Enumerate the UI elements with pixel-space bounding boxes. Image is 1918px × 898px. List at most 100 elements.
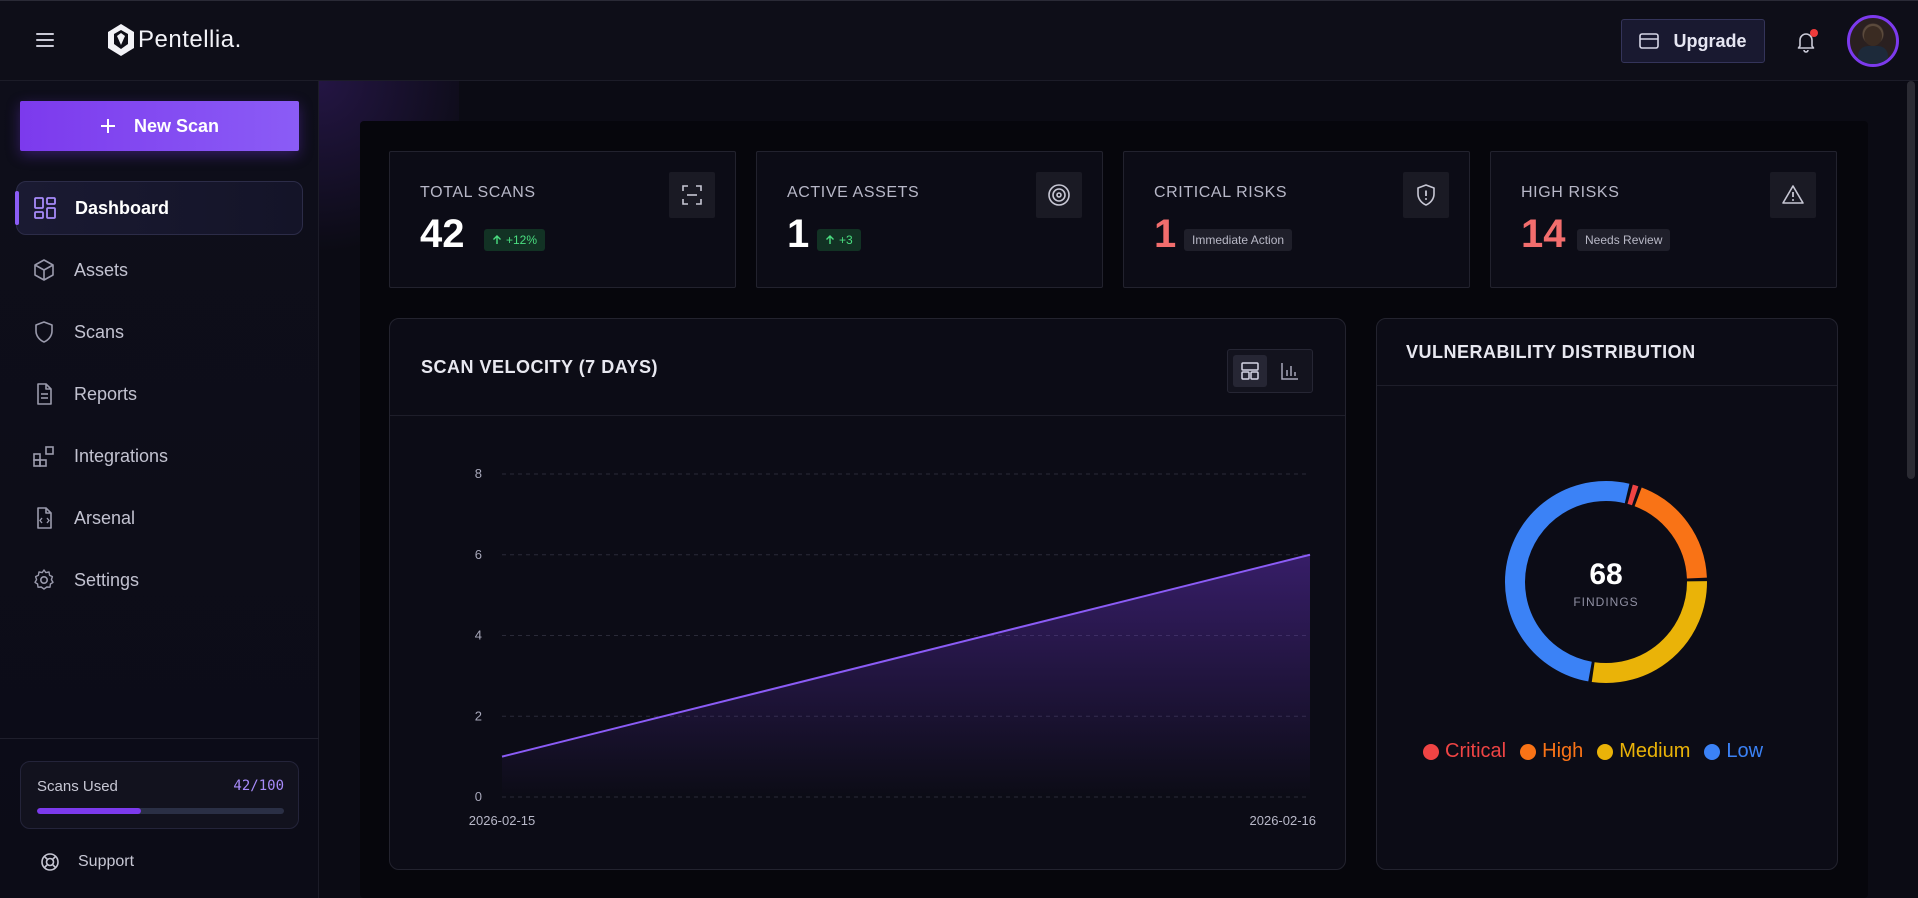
panel-divider xyxy=(390,415,1345,416)
stat-card-total-scans: TOTAL SCANS 42 +12% xyxy=(389,151,736,288)
stat-badge-text: +12% xyxy=(506,233,538,247)
sidebar-item-label: Integrations xyxy=(74,445,169,466)
menu-icon[interactable] xyxy=(36,33,54,47)
vulnerability-distribution-panel xyxy=(1376,318,1838,870)
stat-card-high-risks: HIGH RISKS 14 Needs Review xyxy=(1490,151,1837,288)
y-tick-label: 6 xyxy=(475,547,482,562)
notification-dot xyxy=(1810,29,1818,37)
y-tick-label: 4 xyxy=(475,628,482,643)
arrow-up-icon xyxy=(826,235,834,244)
stat-badge: Immediate Action xyxy=(1184,229,1293,251)
donut-slice-high[interactable] xyxy=(1634,487,1707,579)
stat-icon-box xyxy=(1770,172,1816,218)
target-icon xyxy=(1048,184,1070,206)
shield-alert-icon xyxy=(1417,184,1435,206)
stat-card-active-assets: ACTIVE ASSETS 1 +3 xyxy=(756,151,1103,288)
scan-velocity-chart: 0 2 4 6 8 2026-02-15 2026-02-16 xyxy=(469,466,1316,828)
stat-badge-text: Needs Review xyxy=(1585,233,1663,247)
sidebar-item-arsenal[interactable]: Arsenal xyxy=(16,491,303,545)
sidebar-item-label: Dashboard xyxy=(75,197,170,218)
legend-item-critical[interactable]: Critical xyxy=(1423,740,1506,763)
legend-label: High xyxy=(1542,740,1584,762)
box-icon xyxy=(34,259,54,281)
usage-progress-fill xyxy=(37,808,141,814)
dashboard-grid-icon xyxy=(34,197,56,219)
legend-label: Low xyxy=(1726,740,1764,762)
donut-slice-medium[interactable] xyxy=(1591,581,1707,683)
sidebar-item-reports[interactable]: Reports xyxy=(16,367,303,421)
sidebar-item-label: Settings xyxy=(74,569,140,590)
stat-badge: +3 xyxy=(817,229,861,251)
app-name: Pentellia. xyxy=(138,26,242,53)
legend-dot xyxy=(1597,743,1614,760)
sidebar-item-dashboard[interactable]: Dashboard xyxy=(15,181,303,235)
document-icon xyxy=(37,383,52,405)
legend-dot xyxy=(1423,743,1439,760)
stat-value: 1 xyxy=(1154,212,1177,256)
stat-icon-box xyxy=(669,172,715,218)
legend-label: Medium xyxy=(1619,740,1691,762)
vulnerability-donut-chart: 68 FINDINGS xyxy=(1505,481,1707,683)
upgrade-label: Upgrade xyxy=(1673,30,1747,51)
stat-card-critical-risks: CRITICAL RISKS 1 Immediate Action xyxy=(1123,151,1470,288)
panel-divider xyxy=(1377,385,1837,386)
distribution-title: VULNERABILITY DISTRIBUTION xyxy=(1406,342,1696,362)
sidebar: New Scan Dashboard Assets Scans Reports xyxy=(0,81,319,898)
gear-icon xyxy=(34,569,54,590)
legend-item-low[interactable]: Low xyxy=(1704,740,1763,763)
top-bar: Pentellia. Upgrade xyxy=(0,0,1918,81)
donut-slice-low[interactable] xyxy=(1505,481,1630,682)
x-tick-label: 2026-02-15 xyxy=(469,813,536,828)
stat-title: CRITICAL RISKS xyxy=(1154,184,1288,201)
avatar[interactable] xyxy=(1847,15,1899,67)
sidebar-item-label: Assets xyxy=(74,259,129,280)
donut-total: 68 xyxy=(1589,558,1622,591)
scan-velocity-title: SCAN VELOCITY (7 DAYS) xyxy=(421,357,659,377)
bar-chart-view-button[interactable] xyxy=(1273,355,1307,387)
donut-legend: Critical High Medium Low xyxy=(1423,740,1763,763)
y-tick-label: 2 xyxy=(475,708,482,723)
support-label: Support xyxy=(78,853,135,870)
lifebuoy-icon xyxy=(41,853,59,871)
avatar-face xyxy=(1864,26,1882,46)
legend-label: Critical xyxy=(1445,740,1507,762)
upgrade-button[interactable]: Upgrade xyxy=(1621,19,1765,63)
bell-icon xyxy=(1797,33,1815,53)
legend-item-high[interactable]: High xyxy=(1520,740,1583,763)
stat-title: TOTAL SCANS xyxy=(420,184,536,201)
code-file-icon xyxy=(37,507,52,529)
stat-badge-text: Immediate Action xyxy=(1192,233,1285,247)
new-scan-button[interactable]: New Scan xyxy=(20,101,299,151)
stat-badge: Needs Review xyxy=(1577,229,1671,251)
page-scrollbar[interactable] xyxy=(1907,81,1915,479)
stat-badge-text: +3 xyxy=(839,233,853,247)
legend-item-medium[interactable]: Medium xyxy=(1597,740,1690,763)
sidebar-item-assets[interactable]: Assets xyxy=(16,243,303,297)
sidebar-item-integrations[interactable]: Integrations xyxy=(16,429,303,483)
notifications-button[interactable] xyxy=(1794,29,1818,53)
integrations-icon xyxy=(33,446,54,467)
avatar-body xyxy=(1858,46,1888,64)
scan-frame-icon xyxy=(682,185,702,205)
plus-icon xyxy=(100,119,115,133)
arrow-up-icon xyxy=(493,235,501,244)
legend-dot xyxy=(1704,743,1721,760)
usage-label: Scans Used xyxy=(37,778,118,795)
series-line xyxy=(501,553,1311,758)
stat-icon-box xyxy=(1403,172,1449,218)
donut-slice-critical[interactable] xyxy=(1627,484,1639,506)
logo[interactable]: Pentellia. xyxy=(106,23,242,57)
support-link[interactable]: Support xyxy=(40,852,134,872)
layout-view-button[interactable] xyxy=(1233,355,1267,387)
stat-value: 1 xyxy=(787,212,810,256)
sidebar-item-label: Scans xyxy=(74,321,125,342)
stat-value: 14 xyxy=(1521,212,1566,256)
scan-usage-card: Scans Used 42/100 xyxy=(20,761,299,829)
sidebar-item-scans[interactable]: Scans xyxy=(16,305,303,359)
stat-title: HIGH RISKS xyxy=(1521,184,1620,201)
pentellia-logo-icon xyxy=(108,24,134,56)
shield-icon xyxy=(35,321,53,343)
donut-total-label: FINDINGS xyxy=(1573,595,1638,609)
area-fill xyxy=(502,554,1310,797)
sidebar-item-settings[interactable]: Settings xyxy=(16,553,303,607)
